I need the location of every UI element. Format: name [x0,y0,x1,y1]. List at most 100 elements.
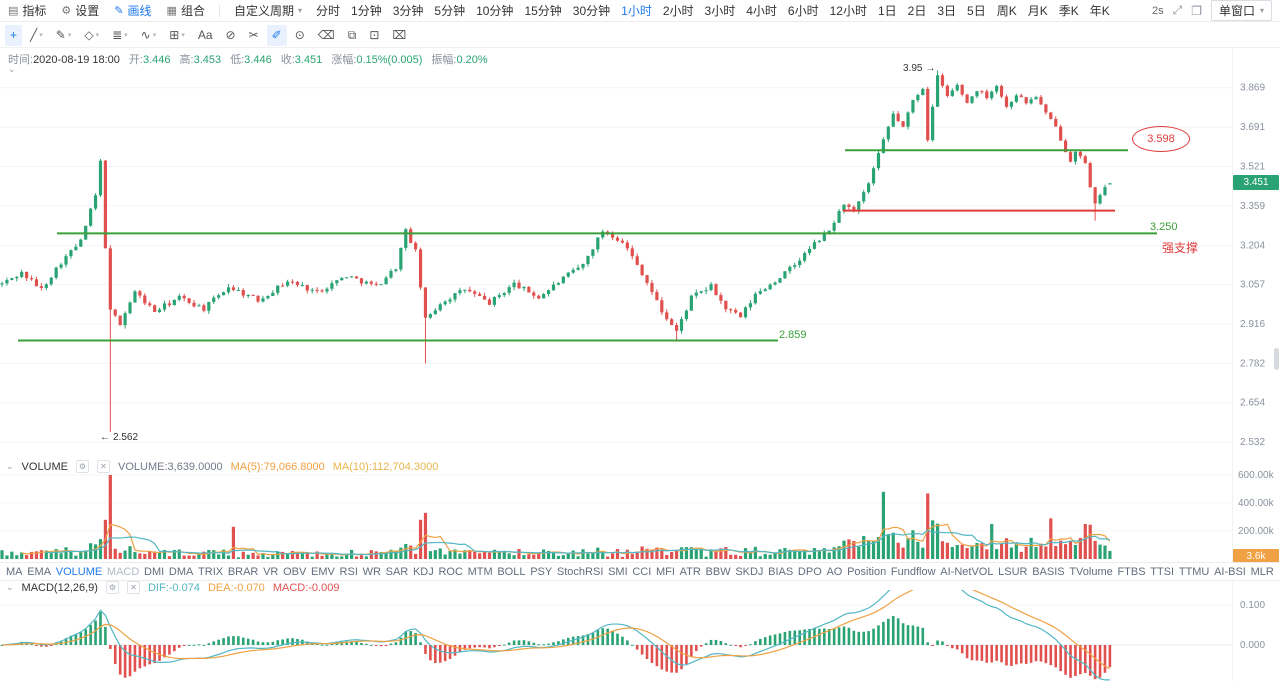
interval-2日[interactable]: 2日 [907,4,927,18]
volume-close-icon[interactable]: ✕ [97,460,111,473]
tab-EMV[interactable]: EMV [311,565,335,578]
tab-BRAR[interactable]: BRAR [227,565,259,578]
interval-3分钟[interactable]: 3分钟 [392,4,424,18]
menu-indicators[interactable]: ▤ 指标 [8,2,46,19]
tab-Fundflow[interactable]: Fundflow [890,565,936,578]
interval-30分钟[interactable]: 30分钟 [572,4,611,18]
fullscreen-icon[interactable]: ⤢ [1172,3,1183,17]
scrollbar-thumb[interactable] [1274,348,1279,370]
interval-周K[interactable]: 周K [996,4,1017,18]
fib-grid-tool[interactable]: ⊞ ▾ [164,25,190,46]
copy-tool[interactable]: ⧉ [343,25,362,46]
tab-AO[interactable]: AO [826,565,843,578]
volume-settings-icon[interactable]: ⚙ [76,460,90,473]
tab-TVolume[interactable]: TVolume [1069,565,1113,578]
interval-5日[interactable]: 5日 [967,4,986,18]
tab-ATR[interactable]: ATR [679,565,701,578]
peak-price-annotation[interactable]: 3.95 → [903,63,935,74]
interval-4小时[interactable]: 4小时 [746,4,777,18]
tab-DMA[interactable]: DMA [168,565,194,578]
macd-close-icon[interactable]: ✕ [126,581,140,594]
interval-分时[interactable]: 分时 [316,4,341,18]
tab-PSY[interactable]: PSY [530,565,553,578]
interval-15分钟[interactable]: 15分钟 [524,4,562,18]
tab-MTM[interactable]: MTM [467,565,493,578]
tab-TTSI[interactable]: TTSI [1150,565,1175,578]
menu-settings[interactable]: ⚙ 设置 [61,2,99,19]
interval-年K[interactable]: 年K [1089,4,1110,18]
parallel-lines-tool[interactable]: ≣ ▾ [107,25,133,46]
brush-tool[interactable]: ✐ [266,24,287,46]
tab-LSUR[interactable]: LSUR [998,565,1028,578]
collapse-macd-pane-icon[interactable]: ⌄ [6,582,14,592]
interval-季K[interactable]: 季K [1058,4,1079,18]
drawn-horizontal-lines[interactable] [18,149,1157,342]
resistance-ellipse-annotation[interactable]: 3.598 [1132,126,1190,152]
strong-support-tag[interactable]: 强支撑 [1162,241,1199,255]
tab-KDJ[interactable]: KDJ [412,565,434,578]
tab-EMA[interactable]: EMA [27,565,52,578]
tab-MFI[interactable]: MFI [656,565,675,578]
interval-5分钟[interactable]: 5分钟 [434,4,466,18]
low-price-annotation[interactable]: ← 2.562 [100,432,138,443]
interval-12小时[interactable]: 12小时 [829,4,867,18]
trendline-tool[interactable]: ╱ ▾ [25,25,48,46]
tab-VR[interactable]: VR [263,565,279,578]
pencil-tool[interactable]: ✎ ▾ [51,25,77,46]
clip-tool[interactable]: ✂ [244,25,264,46]
support-price-label[interactable]: 3.250 [1150,221,1178,233]
collapse-main-pane-icon[interactable]: ⌄ [8,64,16,74]
interval-1日[interactable]: 1日 [877,4,897,18]
tab-BIAS[interactable]: BIAS [768,565,794,578]
interval-3日[interactable]: 3日 [937,4,957,18]
tab-FTBS[interactable]: FTBS [1117,565,1146,578]
tab-RSI[interactable]: RSI [339,565,358,578]
tab-AI-NetVOL[interactable]: AI-NetVOL [940,565,994,578]
select-box-tool[interactable]: ⊡ [364,25,384,46]
pattern-tool[interactable]: ⊘ [221,25,241,46]
interval-1小时[interactable]: 1小时 [621,4,652,18]
menu-draw[interactable]: ✎ 画线 [114,2,151,19]
tab-WR[interactable]: WR [362,565,381,578]
tab-TRIX[interactable]: TRIX [198,565,224,578]
tab-ROC[interactable]: ROC [438,565,463,578]
wave-tool[interactable]: ∿ ▾ [136,25,162,46]
interval-月K[interactable]: 月K [1027,4,1048,18]
period-dropdown[interactable]: 自定义周期 ▾ [234,2,302,19]
support2-price-label[interactable]: 2.859 [779,329,807,341]
magnet-tool[interactable]: ⊙ [290,25,310,46]
tab-BOLL[interactable]: BOLL [497,565,526,578]
refresh-interval[interactable]: 2s [1151,4,1164,17]
tab-TTMU[interactable]: TTMU [1178,565,1210,578]
tab-SMI[interactable]: SMI [608,565,628,578]
tab-SKDJ[interactable]: SKDJ [735,565,764,578]
collapse-volume-pane-icon[interactable]: ⌄ [6,461,14,471]
tab-MA[interactable]: MA [6,565,23,578]
popout-icon[interactable]: ❐ [1191,3,1202,18]
tab-Position[interactable]: Position [847,565,887,578]
window-select[interactable]: 单窗口 ▾ [1210,0,1272,21]
tab-AI-BSI[interactable]: AI-BSI [1214,565,1246,578]
tab-DMI[interactable]: DMI [144,565,165,578]
shape-tool[interactable]: ◇ ▾ [79,25,104,46]
tab-MLR[interactable]: MLR [1250,565,1274,578]
crosshair-tool[interactable]: + [5,24,23,46]
text-tool[interactable]: Aa [193,25,218,46]
tab-StochRSI[interactable]: StochRSI [556,565,604,578]
tab-CCI[interactable]: CCI [632,565,652,578]
tab-MACD[interactable]: MACD [106,565,140,578]
delete-tool[interactable]: ⌧ [387,25,411,46]
menu-combo[interactable]: ▦ 组合 [167,2,205,19]
tab-OBV[interactable]: OBV [283,565,307,578]
interval-2小时[interactable]: 2小时 [662,4,694,18]
eraser-tool[interactable]: ⌫ [313,25,340,46]
interval-10分钟[interactable]: 10分钟 [476,4,514,18]
tab-SAR[interactable]: SAR [385,565,409,578]
tab-BASIS[interactable]: BASIS [1032,565,1065,578]
interval-3小时[interactable]: 3小时 [704,4,736,18]
tab-VOLUME[interactable]: VOLUME [55,565,103,578]
interval-6小时[interactable]: 6小时 [787,4,819,18]
interval-1分钟[interactable]: 1分钟 [351,4,382,18]
tab-BBW[interactable]: BBW [705,565,731,578]
